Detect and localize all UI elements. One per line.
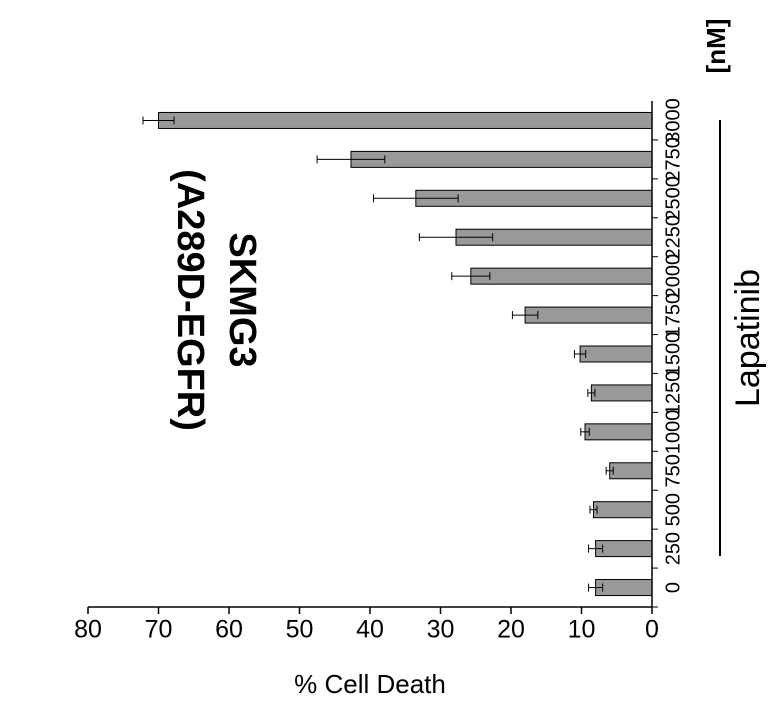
bar-1000 (584, 423, 653, 441)
y-axis-label: % Cell Death (294, 669, 446, 699)
error-bar-3000 (142, 116, 175, 125)
x-ticks-group: 0 250 500 750100012501500175020002250250027… (652, 98, 684, 608)
x-tick-label: 1500 (662, 332, 684, 377)
y-tick-label: 70 (145, 616, 173, 644)
error-bar-2750 (316, 155, 386, 164)
error-bar-1000 (580, 427, 590, 436)
bar-1250 (590, 384, 653, 402)
bar-250 (595, 540, 653, 558)
error-bar-2000 (451, 272, 491, 281)
bar-3000 (158, 111, 653, 129)
bar-0 (595, 579, 653, 597)
x-tick-label: 3000 (662, 98, 684, 143)
x-tick-label: 500 (662, 493, 684, 526)
error-bar-750 (605, 466, 614, 475)
y-tick-label: 0 (645, 616, 659, 644)
x-tick-label: 1000 (662, 410, 684, 455)
bar-1500 (579, 345, 653, 363)
bar-500 (592, 501, 653, 519)
chart-title-line-1: SKMG3 (221, 232, 263, 367)
bar-750 (609, 462, 653, 480)
error-bar-250 (588, 544, 604, 553)
y-tick-label: 30 (427, 616, 455, 644)
x-tick-label: 1250 (662, 371, 684, 416)
group-label: Lapatinib (729, 269, 767, 407)
unit-label: [nM] (701, 19, 731, 74)
y-tick-label: 80 (74, 616, 102, 644)
bar-2000 (470, 267, 653, 285)
error-bar-1750 (511, 311, 539, 320)
x-tick-label: 750 (662, 454, 684, 487)
y-tick-label: 50 (286, 616, 314, 644)
chart-title-line-2: (A289D-EGFR) (169, 169, 211, 431)
x-tick-label: 1750 (662, 293, 684, 338)
x-tick-label: 2000 (662, 254, 684, 299)
y-tick-label: 40 (356, 616, 384, 644)
x-tick-label: 2500 (662, 176, 684, 221)
x-tick-label: 250 (662, 532, 684, 565)
x-tick-label: 0 (662, 582, 684, 593)
bar-1750 (524, 306, 653, 324)
x-tick-label: 2750 (662, 137, 684, 182)
error-bars-group (142, 116, 614, 592)
error-bar-0 (588, 583, 604, 592)
error-bar-1500 (573, 350, 587, 358)
error-bar-2250 (418, 233, 494, 242)
y-tick-label: 20 (497, 616, 525, 644)
bar-2750 (350, 150, 653, 168)
y-ticks-group: 0 10 20 30 40 50 60 70 80 (74, 607, 659, 644)
error-bar-2500 (373, 194, 459, 203)
error-bar-500 (589, 505, 598, 514)
error-bar-1250 (587, 388, 596, 397)
x-tick-label: 2250 (662, 215, 684, 260)
y-tick-label: 10 (568, 616, 596, 644)
y-tick-label: 60 (215, 616, 243, 644)
chart-rotated-group: 0250500750100012501500175020002250250027… (74, 19, 767, 699)
